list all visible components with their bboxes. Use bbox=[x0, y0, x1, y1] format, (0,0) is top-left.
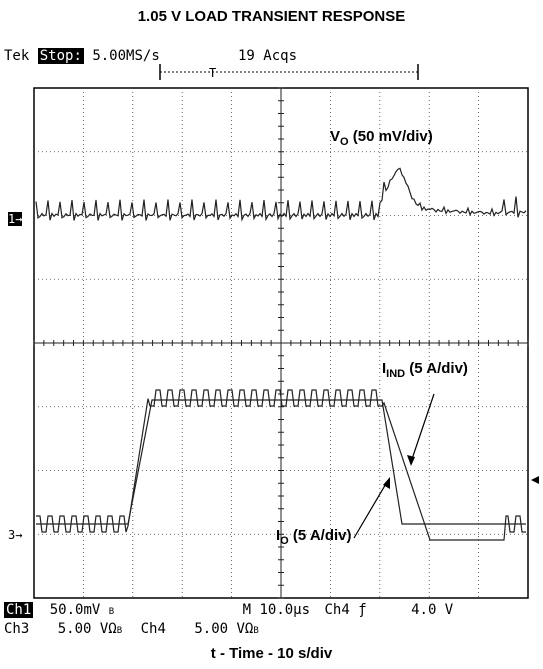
bw-limit-ch4: B bbox=[253, 626, 259, 636]
trace-io bbox=[36, 399, 526, 525]
trace-vo bbox=[35, 167, 527, 222]
bw-limit-ch3: B bbox=[116, 626, 123, 636]
sample-rate: 5.00MS/s bbox=[92, 48, 160, 64]
ch1-marker: 1→ bbox=[8, 212, 23, 226]
trigger-level: 4.0 V bbox=[411, 602, 454, 618]
ch1-badge: Ch1 bbox=[4, 602, 34, 618]
trigger-source: Ch4 bbox=[324, 602, 350, 618]
acquisition-count: 19 Acqs bbox=[238, 48, 298, 64]
scope-status-top: Tek Stop: 5.00MS/s bbox=[4, 48, 160, 64]
scope-brand: Tek bbox=[4, 48, 30, 64]
bw-limit-ch1: B bbox=[108, 607, 115, 617]
acquisition-state-badge: Stop: bbox=[37, 48, 84, 64]
ch3-label: Ch3 bbox=[4, 621, 30, 637]
series-label-vo: VO (50 mV/div) bbox=[330, 128, 433, 148]
ch1-scale: 50.0mV bbox=[49, 602, 101, 618]
offscreen-arrow bbox=[531, 476, 539, 484]
timebase: M 10.0µs bbox=[242, 602, 311, 618]
x-axis-label: t - Time - 10 s/div bbox=[210, 645, 333, 662]
chart-title: 1.05 V LOAD TRANSIENT RESPONSE bbox=[137, 8, 406, 25]
ch3-marker: 3→ bbox=[8, 528, 23, 542]
trigger-position-marker: T bbox=[209, 66, 216, 80]
arrow-io-head bbox=[383, 477, 390, 489]
trace-iind bbox=[36, 389, 526, 541]
ch3-scale: 5.00 VΩ bbox=[57, 621, 117, 637]
record-length-bar bbox=[159, 64, 419, 80]
arrow-io bbox=[353, 481, 388, 539]
series-label-io: IO (5 A/div) bbox=[276, 527, 352, 547]
graticule bbox=[33, 87, 529, 599]
ch4-label: Ch4 bbox=[140, 621, 166, 637]
scope-status-line2: Ch3 5.00 VΩB Ch4 5.00 VΩB bbox=[4, 621, 259, 637]
arrow-iind bbox=[410, 393, 435, 463]
series-label-iind: IIND (5 A/div) bbox=[382, 360, 468, 380]
ch4-scale: 5.00 VΩ bbox=[194, 621, 254, 637]
trigger-slope: ƒ bbox=[358, 602, 367, 618]
arrow-iind-head bbox=[407, 455, 415, 466]
scope-status-line1: Ch1 50.0mV B M 10.0µs Ch4 ƒ 4.0 V bbox=[4, 602, 453, 618]
